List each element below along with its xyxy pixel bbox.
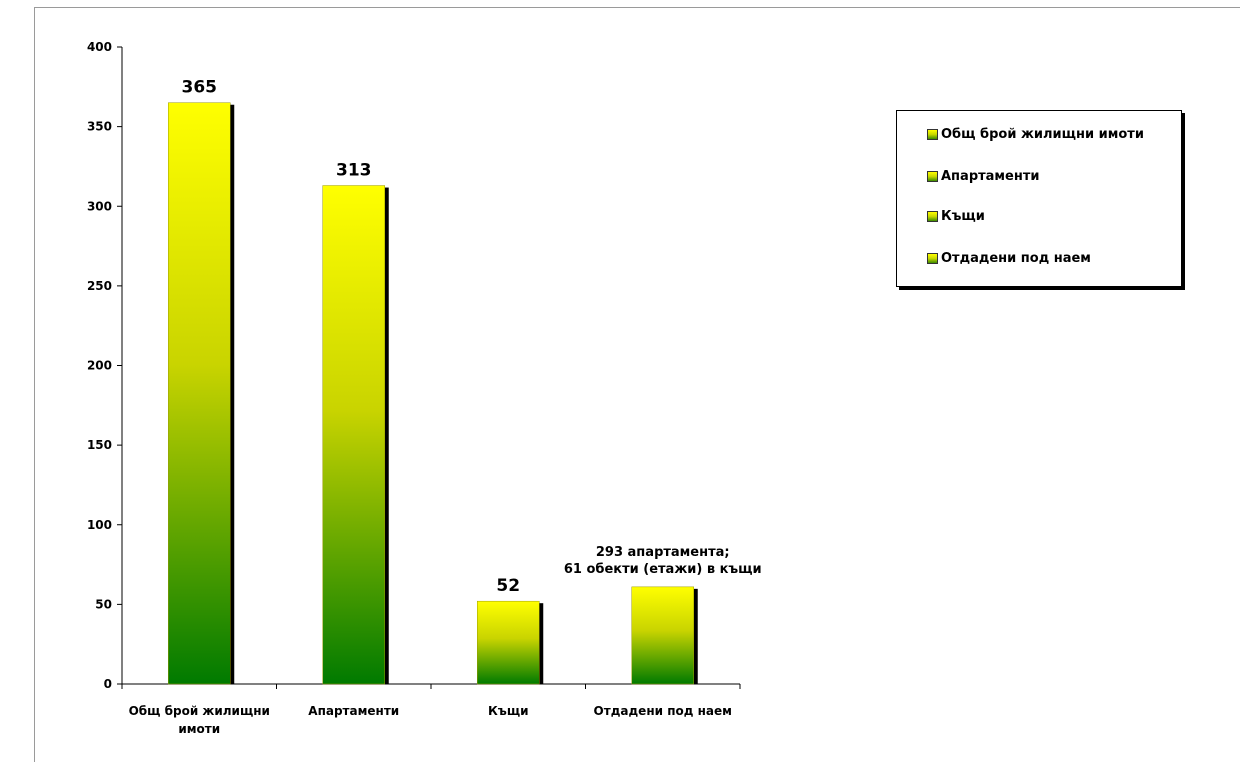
y-tick-label: 200 [87, 359, 112, 373]
legend-swatch [927, 171, 938, 182]
data-label: 52 [496, 576, 520, 596]
legend: Общ брой жилищни имоти Апартаменти Къщи … [896, 110, 1182, 287]
legend-item: Отдадени под наем [927, 251, 1091, 266]
legend-label: Къщи [941, 209, 985, 224]
data-label: 293 апартамента; 61 обекти (етажи) в къщи [564, 545, 762, 577]
legend-label: Апартаменти [941, 169, 1040, 184]
axes: 0 50 100 150 200 250 300 350 400 Общ брой жилищни… [87, 40, 741, 736]
bars [168, 102, 698, 685]
bar [477, 600, 540, 685]
y-tick-label: 350 [87, 120, 112, 134]
x-tick-label: Отдадени под наем [594, 704, 732, 718]
y-tick-label: 250 [87, 279, 112, 293]
legend-item: Къщи [927, 209, 985, 224]
legend-label: Общ брой жилищни имоти [941, 127, 1144, 142]
legend-swatch [927, 211, 938, 222]
legend-label: Отдадени под наем [941, 251, 1091, 266]
data-label: 365 [182, 78, 218, 98]
x-tick-label: Къщи [488, 704, 529, 718]
x-tick-label: Апартаменти [308, 704, 399, 718]
bar [631, 586, 694, 685]
y-tick-label: 400 [87, 40, 112, 54]
y-tick-label: 50 [95, 597, 112, 611]
x-tick-label: Общ брой жилищни имоти [129, 704, 270, 736]
y-tick-label: 0 [104, 677, 112, 691]
legend-swatch [927, 129, 938, 140]
legend-swatch [927, 253, 938, 264]
data-label: 313 [336, 161, 372, 181]
bar [168, 102, 231, 685]
data-labels: 365 313 52 293 апартамента; 61 обекти (етажи… [182, 78, 762, 596]
y-tick-label: 150 [87, 438, 112, 452]
y-tick-label: 300 [87, 199, 112, 213]
legend-item: Общ брой жилищни имоти [927, 127, 1144, 142]
chart-frame [34, 7, 1240, 762]
legend-item: Апартаменти [927, 169, 1040, 184]
y-tick-label: 100 [87, 518, 112, 532]
bar [322, 185, 385, 685]
